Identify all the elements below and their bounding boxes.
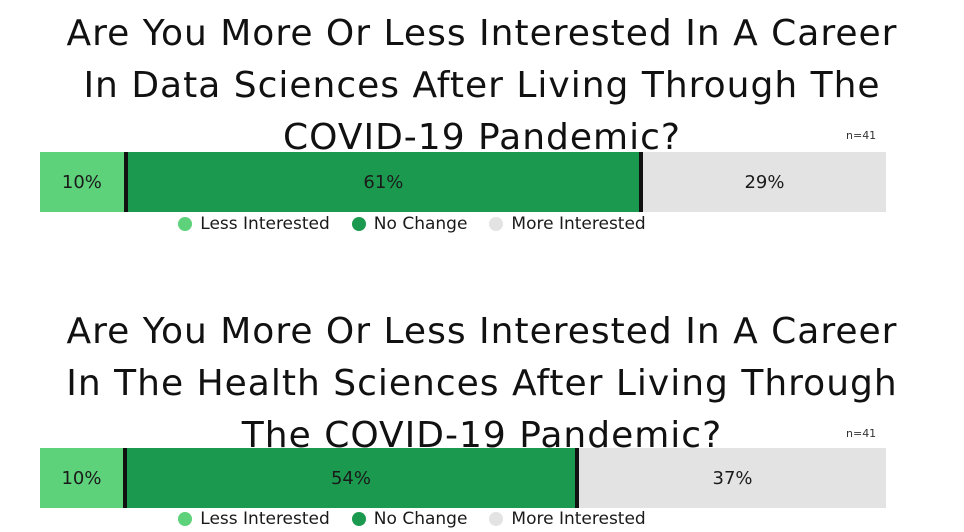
bar-segment-more-interested: 37%: [579, 448, 886, 508]
chart-title-line-1: Are You More Or Less Interested In A Car…: [66, 13, 898, 54]
data-label-no-change: 54%: [330, 467, 371, 489]
sample-size-label: n=41: [846, 129, 877, 142]
legend-item-more-interested: More Interested: [489, 509, 646, 529]
data-label-less-interested: 10%: [61, 467, 102, 489]
legend-label: More Interested: [511, 214, 646, 234]
legend-label: No Change: [373, 509, 468, 529]
legend-swatch-more-interested: [489, 512, 504, 526]
bar-segment-less-interested: 10%: [40, 448, 123, 508]
sample-size-label: n=41: [846, 427, 877, 440]
legend-swatch-less-interested: [178, 512, 193, 526]
chart-title-line-3: COVID-19 Pandemic?: [283, 117, 681, 158]
legend-item-no-change: No Change: [351, 214, 468, 234]
legend-label: Less Interested: [200, 214, 330, 234]
stacked-bar: 10% 61% 29%: [40, 152, 886, 212]
legend-item-more-interested: More Interested: [489, 214, 646, 234]
legend-item-less-interested: Less Interested: [178, 509, 330, 529]
chart-title: Are You More Or Less Interested In A Car…: [0, 8, 964, 164]
chart-title: Are You More Or Less Interested In A Car…: [0, 306, 964, 462]
bar-segment-more-interested: 29%: [642, 152, 886, 212]
legend-label: Less Interested: [200, 509, 330, 529]
chart-title-line-2: In The Health Sciences After Living Thro…: [66, 363, 898, 404]
stacked-bar: 10% 54% 37%: [40, 448, 886, 508]
legend-label: More Interested: [511, 509, 646, 529]
segment-divider: [575, 448, 580, 508]
segment-divider: [122, 448, 127, 508]
bar-segment-no-change: 61%: [127, 152, 639, 212]
segment-divider: [123, 152, 128, 212]
data-label-less-interested: 10%: [61, 171, 102, 193]
legend-swatch-no-change: [351, 512, 366, 526]
data-label-no-change: 61%: [363, 171, 404, 193]
data-label-more-interested: 29%: [744, 171, 785, 193]
chart-title-line-1: Are You More Or Less Interested In A Car…: [66, 311, 898, 352]
legend-swatch-less-interested: [178, 217, 193, 231]
bar-segment-no-change: 54%: [126, 448, 576, 508]
legend-swatch-no-change: [351, 217, 366, 231]
legend-label: No Change: [373, 214, 468, 234]
segment-divider: [638, 152, 643, 212]
data-label-more-interested: 37%: [712, 467, 753, 489]
legend: Less Interested No Change More Intereste…: [0, 509, 964, 529]
legend-swatch-more-interested: [489, 217, 504, 231]
bar-segment-less-interested: 10%: [40, 152, 124, 212]
legend: Less Interested No Change More Intereste…: [0, 214, 964, 234]
chart-title-line-2: In Data Sciences After Living Through Th…: [83, 65, 881, 106]
legend-item-no-change: No Change: [351, 509, 468, 529]
legend-item-less-interested: Less Interested: [178, 214, 330, 234]
